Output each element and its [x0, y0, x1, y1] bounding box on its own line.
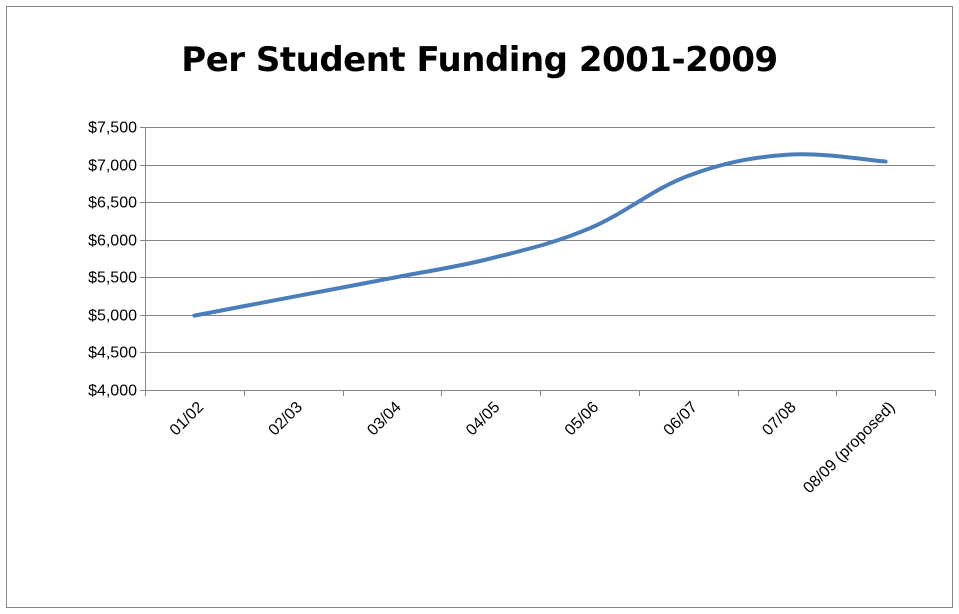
axes	[140, 127, 936, 396]
y-tick-labels: $4,000 $4,500 $5,000 $5,500 $6,000 $6,500 $7,0…	[88, 120, 137, 400]
y-tick-label: $6,000	[88, 233, 137, 250]
x-tick-label: 05/06	[562, 399, 602, 439]
chart-area	[6, 6, 953, 608]
x-tick-label: 02/03	[266, 399, 306, 439]
y-tick-label: $4,500	[88, 345, 137, 362]
x-tick-label: 08/09 (proposed)	[800, 399, 898, 497]
series	[192, 152, 888, 318]
series-line	[192, 152, 888, 318]
y-tick-label: $4,000	[88, 383, 137, 400]
x-tick-label: 03/04	[364, 399, 404, 439]
x-tick-label: 04/05	[463, 399, 503, 439]
y-tick-label: $6,500	[88, 195, 137, 212]
x-tick-labels: 01/02 02/03 03/04 04/05 05/06 06/07 07/08 08/09…	[167, 399, 899, 497]
y-tick-label: $7,500	[88, 120, 137, 137]
y-tick-label: $5,500	[88, 270, 137, 287]
y-tick-label: $7,000	[88, 158, 137, 175]
gridlines	[145, 127, 935, 353]
x-tick-label: 07/08	[759, 399, 799, 439]
chart-title: Per Student Funding 2001-2009	[181, 40, 778, 80]
x-tick-label: 01/02	[167, 399, 207, 439]
x-tick-label: 06/07	[661, 399, 701, 439]
y-tick-label: $5,000	[88, 308, 137, 325]
